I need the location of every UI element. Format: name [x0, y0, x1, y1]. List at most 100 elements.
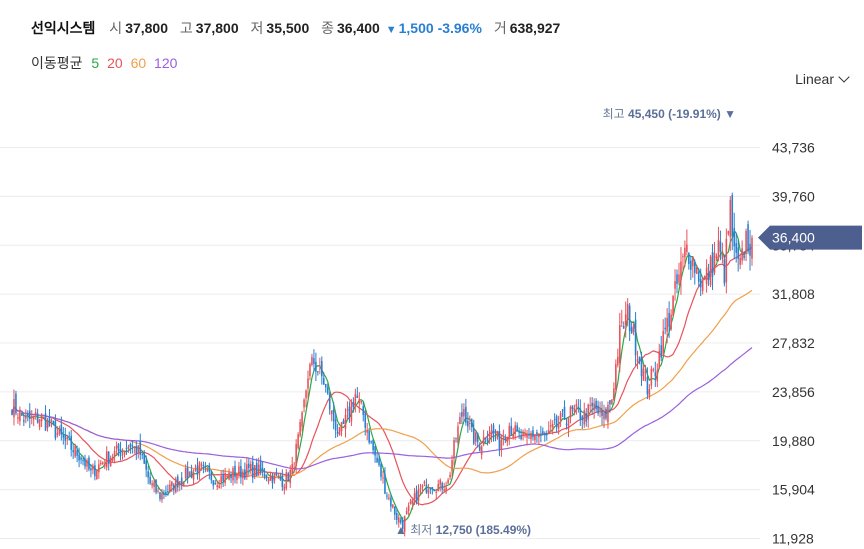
candle-body — [295, 444, 297, 466]
candle-body — [25, 416, 27, 419]
candle-body — [352, 402, 355, 407]
candle-body — [549, 425, 552, 427]
ma-legend-label: 이동평균 — [31, 55, 83, 71]
candle-body — [376, 457, 378, 463]
candle-body — [465, 406, 467, 423]
candle-body — [486, 437, 489, 441]
scale-selector[interactable]: Linear — [795, 71, 850, 87]
candle-body — [194, 469, 197, 471]
candle-body — [646, 376, 649, 395]
ma-60-label[interactable]: 60 — [130, 55, 147, 71]
ma-5-label[interactable]: 5 — [91, 55, 100, 71]
change-value: 1,500 — [398, 20, 434, 36]
candle-body — [538, 435, 540, 438]
candle-body — [498, 430, 501, 449]
candle-body — [248, 463, 250, 468]
candle-body — [171, 481, 173, 487]
candle-body — [151, 483, 153, 486]
candle-body — [437, 484, 440, 492]
candle-body — [542, 431, 544, 434]
candle-body — [277, 475, 280, 479]
candle-body — [224, 472, 226, 483]
candle-body — [119, 449, 122, 456]
candle-body — [719, 241, 722, 252]
candle-body — [662, 330, 664, 354]
candle-body — [38, 419, 41, 428]
candle-body — [96, 470, 98, 479]
candle-body — [411, 500, 414, 504]
candle-body — [111, 457, 114, 461]
candle-body — [109, 457, 112, 466]
candle-body — [492, 425, 495, 435]
candle-body — [380, 463, 382, 477]
candle-body — [139, 440, 142, 455]
candle-body — [32, 416, 35, 420]
candle-body — [520, 436, 522, 440]
candle-body — [117, 443, 120, 452]
candle-body — [34, 412, 37, 415]
candle-body — [634, 319, 637, 356]
candle-body — [573, 407, 576, 412]
candle-body — [743, 255, 745, 258]
candle-body — [232, 468, 234, 481]
candle-body — [508, 426, 511, 439]
candle-body — [632, 325, 635, 333]
candle-body — [707, 272, 710, 280]
candle-body — [230, 474, 232, 479]
moving-average-legend: 이동평균 5 20 60 120 — [31, 53, 181, 73]
candle-body — [82, 460, 84, 462]
candle-body — [206, 468, 209, 471]
candle-body — [315, 361, 317, 372]
candle-body — [123, 451, 126, 456]
candle-body — [348, 406, 351, 418]
ma-20-label[interactable]: 20 — [107, 55, 123, 71]
candle-body — [587, 404, 590, 420]
candle-body — [474, 432, 477, 442]
candle-body — [330, 410, 333, 415]
volume-value: 638,927 — [509, 20, 561, 36]
open-label: 시 — [109, 20, 123, 36]
ma-120-label[interactable]: 120 — [154, 55, 178, 71]
change-down-icon: ▼ — [385, 24, 397, 36]
ma-120-line — [11, 347, 753, 470]
candle-body — [701, 281, 704, 292]
candle-body — [413, 493, 416, 499]
candle-body — [157, 490, 159, 492]
candle-body — [506, 436, 509, 443]
candle-body — [394, 506, 396, 515]
candle-body — [544, 433, 546, 436]
close-label: 종 — [321, 20, 335, 36]
candle-body — [455, 437, 457, 439]
candle-body — [147, 471, 149, 478]
candle-body — [121, 450, 124, 452]
candle-body — [609, 400, 611, 405]
candle-body — [494, 437, 497, 439]
candle-body — [259, 460, 262, 472]
candle-body — [522, 433, 524, 436]
candle-body — [137, 445, 140, 453]
candle-body — [516, 425, 518, 431]
candle-body — [305, 390, 307, 399]
candle-body — [630, 327, 633, 334]
candle-body — [423, 481, 426, 484]
candle-body — [470, 419, 473, 428]
candle-body — [153, 482, 155, 488]
candle-body — [56, 433, 59, 435]
candle-body — [149, 476, 151, 484]
candle-body — [129, 444, 132, 448]
low-value: 35,500 — [266, 20, 310, 36]
candle-body — [58, 428, 61, 434]
candle-body — [690, 260, 692, 270]
candle-body — [228, 472, 230, 480]
candle-body — [202, 465, 205, 467]
candle-body — [528, 434, 530, 436]
candle-body — [198, 462, 201, 474]
candle-body — [396, 513, 398, 520]
candle-body — [403, 516, 406, 532]
candle-body — [390, 498, 392, 507]
candle-body — [210, 471, 213, 481]
candle-body — [263, 473, 266, 477]
candle-body — [173, 484, 175, 491]
candle-body — [397, 517, 400, 523]
